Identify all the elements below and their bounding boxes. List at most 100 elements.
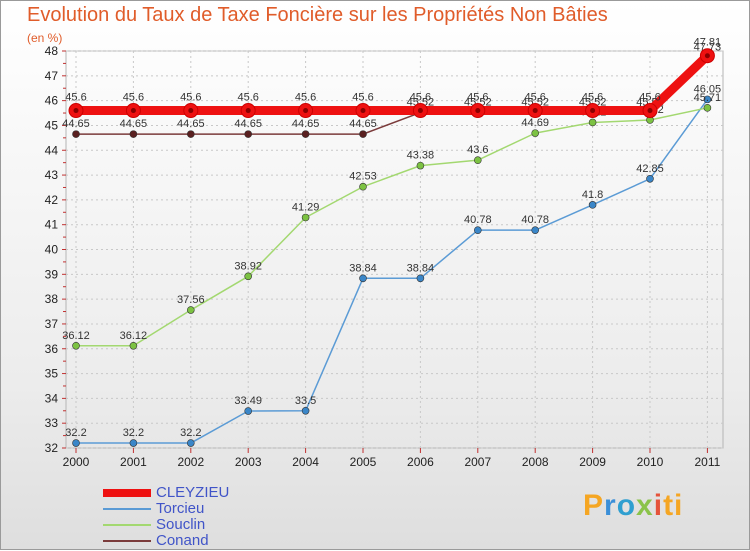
data-point bbox=[359, 130, 367, 138]
series-line-cleyzieu bbox=[76, 52, 711, 116]
y-tick-label: 40 bbox=[45, 243, 59, 257]
legend: CLEYZIEU Torcieu Souclin Conand bbox=[103, 485, 229, 549]
x-tick-label: 2001 bbox=[120, 455, 147, 469]
data-label: 40.78 bbox=[521, 214, 549, 226]
data-point-center bbox=[360, 108, 366, 114]
data-point-center bbox=[647, 108, 653, 114]
data-point bbox=[72, 341, 80, 350]
y-tick-label: 35 bbox=[45, 367, 59, 381]
legend-swatch bbox=[103, 540, 151, 542]
data-point-center bbox=[704, 53, 710, 59]
legend-label: Conand bbox=[156, 532, 209, 549]
y-tick-label: 44 bbox=[45, 143, 59, 157]
x-tick-label: 2011 bbox=[694, 455, 720, 469]
data-label: 44.69 bbox=[521, 117, 549, 129]
data-point bbox=[416, 274, 425, 283]
data-point bbox=[129, 341, 138, 350]
data-label: 45.6 bbox=[295, 92, 316, 104]
data-point bbox=[187, 306, 195, 314]
y-tick-label: 45 bbox=[45, 118, 59, 132]
data-point bbox=[187, 439, 195, 447]
x-tick-label: 2003 bbox=[235, 455, 262, 469]
data-label: 36.12 bbox=[120, 330, 148, 342]
x-tick-label: 2008 bbox=[522, 455, 549, 469]
data-label: 36.12 bbox=[62, 330, 90, 342]
legend-swatch bbox=[103, 508, 151, 510]
data-label: 45.6 bbox=[467, 92, 488, 104]
data-point-center bbox=[532, 108, 538, 114]
data-label: 38.84 bbox=[407, 262, 435, 274]
data-point bbox=[588, 118, 597, 127]
data-label: 45.52 bbox=[464, 97, 492, 109]
data-label: 42.53 bbox=[349, 171, 377, 183]
data-label: 38.84 bbox=[349, 262, 377, 274]
data-point bbox=[301, 213, 310, 222]
data-label: 47.81 bbox=[694, 37, 722, 49]
legend-swatch bbox=[103, 489, 151, 497]
series-line-conand bbox=[76, 57, 708, 135]
chart-subtitle: (en %) bbox=[27, 31, 63, 45]
data-point bbox=[416, 161, 425, 170]
series-line-torcieu bbox=[76, 98, 709, 444]
data-point bbox=[129, 130, 138, 138]
y-tick-label: 48 bbox=[45, 44, 59, 58]
data-label: 33.49 bbox=[234, 395, 262, 407]
y-tick-label: 34 bbox=[45, 391, 59, 405]
data-point bbox=[301, 130, 310, 138]
y-tick-label: 41 bbox=[45, 218, 59, 232]
data-point-center bbox=[130, 108, 136, 114]
x-tick-label: 2007 bbox=[464, 455, 491, 469]
data-label: 45.6 bbox=[524, 92, 545, 104]
chart-title: Evolution du Taux de Taxe Foncière sur l… bbox=[27, 4, 608, 26]
y-tick-label: 32 bbox=[45, 441, 59, 455]
data-label: 44.65 bbox=[292, 118, 320, 130]
data-point-center bbox=[245, 108, 251, 114]
data-point-center bbox=[417, 108, 423, 114]
data-point bbox=[473, 156, 482, 164]
data-label: 47.73 bbox=[694, 42, 722, 54]
data-point bbox=[473, 226, 482, 234]
y-tick-label: 42 bbox=[45, 193, 59, 207]
data-point bbox=[359, 182, 367, 191]
data-label: 45.6 bbox=[352, 92, 373, 104]
data-label: 45.6 bbox=[180, 92, 201, 104]
data-label: 40.78 bbox=[464, 214, 492, 226]
data-point bbox=[359, 274, 367, 283]
y-tick-label: 46 bbox=[45, 94, 59, 108]
legend-item-conand: Conand bbox=[103, 533, 229, 549]
data-label: 32.2 bbox=[123, 427, 144, 439]
data-label: 45.52 bbox=[521, 97, 549, 109]
data-point bbox=[244, 407, 252, 415]
data-point-center bbox=[590, 108, 596, 114]
legend-item-cleyzieu: CLEYZIEU bbox=[103, 485, 229, 501]
legend-item-souclin: Souclin bbox=[103, 517, 229, 533]
legend-swatch bbox=[103, 524, 151, 526]
data-label: 44.65 bbox=[234, 118, 262, 130]
data-point bbox=[646, 174, 654, 183]
data-label: 45.6 bbox=[65, 92, 86, 104]
data-point-center bbox=[73, 108, 79, 114]
data-label: 45.6 bbox=[410, 92, 431, 104]
data-label: 43.38 bbox=[407, 150, 435, 162]
data-label: 44.65 bbox=[62, 118, 90, 130]
data-label: 45.6 bbox=[582, 92, 603, 104]
legend-label: Souclin bbox=[156, 516, 206, 533]
data-label: 45.52 bbox=[407, 97, 435, 109]
data-label: 43.6 bbox=[467, 144, 488, 156]
series-line-souclin bbox=[76, 107, 708, 347]
data-label: 45.71 bbox=[694, 92, 722, 104]
data-label: 45.52 bbox=[579, 97, 607, 109]
data-label: 41.29 bbox=[292, 201, 320, 213]
y-tick-label: 47 bbox=[45, 69, 59, 83]
data-point bbox=[531, 129, 540, 137]
proxiti-logo: Proxiti bbox=[583, 489, 684, 522]
data-label: 32.2 bbox=[65, 427, 86, 439]
data-label: 44.65 bbox=[349, 118, 377, 130]
data-point bbox=[72, 130, 80, 138]
data-point bbox=[187, 130, 195, 138]
data-point bbox=[703, 95, 712, 104]
y-tick-label: 39 bbox=[45, 267, 59, 281]
data-label: 38.92 bbox=[234, 260, 262, 272]
